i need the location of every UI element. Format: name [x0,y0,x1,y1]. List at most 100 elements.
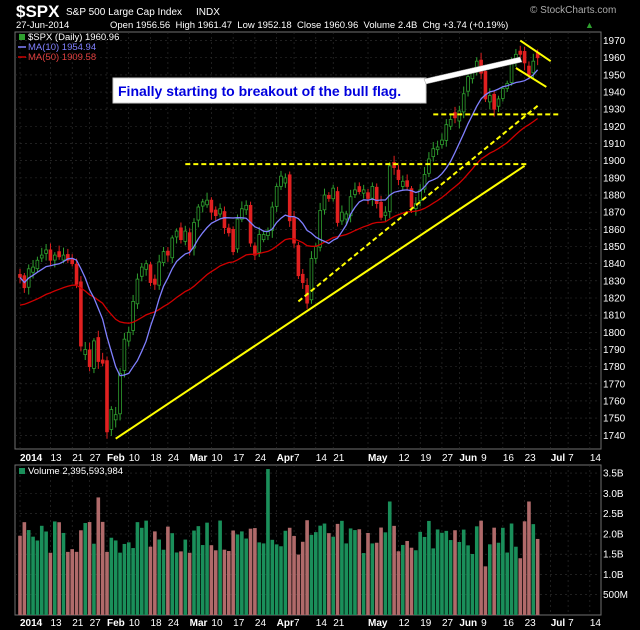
candle-body [118,373,122,415]
volume-bar [514,546,518,615]
price-x-axis: 2014 13 21 27 Feb 10 18 24 Mar 10 17 24 Apr 7 14 21 May 1… [20,453,601,464]
candle-body [200,201,205,207]
volume-x-tick: Jun [459,618,477,629]
price-y-tick: 1830 [603,276,626,287]
price-y-axis: 1740 1750 1760 1770 1780 1790 1800 1810 1820 1830… [603,36,626,442]
candle-body [283,177,288,184]
volume-bar [335,523,340,615]
price-y-tick: 1870 [603,208,626,219]
price-y-tick: 1810 [603,311,626,322]
volume-bar [66,551,70,615]
exchange-label: INDX [196,7,220,18]
annotation-pointer [423,56,523,85]
candle-body [279,175,283,187]
candle-body [313,246,318,259]
price-x-tick: 18 [151,453,163,464]
price-y-tick: 1900 [603,156,626,167]
price-x-tick: 19 [420,453,432,464]
candle-body [501,88,505,99]
price-y-tick: 1880 [603,191,626,202]
candle-body [335,191,340,223]
candle-body [383,211,388,216]
candle-body [287,174,292,222]
volume-bar [109,537,114,615]
volume-bar [331,536,335,615]
volume-bar [300,541,305,615]
candle-body [209,199,214,213]
candle-body [44,249,48,254]
price-x-tick: 21 [333,453,345,464]
volume-bar [318,525,322,615]
price-x-tick: 10 [129,453,141,464]
candle-body [344,213,349,220]
volume-bar [148,546,153,615]
moving-averages [19,69,539,377]
candle-body [361,189,366,194]
chart-date: 27-Jun-2014 [16,20,69,31]
price-x-tick: 7 [294,453,300,464]
volume-x-tick: 10 [129,618,141,629]
candle-body [527,65,531,76]
volume-x-tick: Apr [277,618,294,629]
volume-x-axis: 2014 13 21 27 Feb 10 18 24 Mar 10 17 24 Apr 7 14 21 May 1… [20,618,601,629]
candle-body [166,250,170,256]
volume-bar [140,527,144,615]
price-y-tick: 1860 [603,225,626,236]
price-x-tick: 2014 [20,453,43,464]
volume-bar [461,529,466,615]
price-y-tick: 1780 [603,362,626,373]
trendlines [115,39,560,440]
bull-flag-upper-line [519,39,552,63]
candle-body [226,227,231,234]
price-y-tick: 1800 [603,328,626,339]
candle-body [374,186,379,205]
volume-bar [218,520,222,615]
volume-bar [518,558,523,615]
candle-body [431,148,436,158]
volume-bar [470,553,475,615]
candle-body [105,360,109,433]
volume-bar [83,523,88,615]
volume-bar [522,521,527,615]
volume-bar [26,530,31,615]
candle-body [135,278,140,305]
volume-bar [418,531,422,615]
volume-bar [192,530,196,615]
price-y-tick: 1970 [603,36,626,47]
volume-bar [118,552,122,615]
price-x-tick: 23 [525,453,537,464]
candle-body [35,259,40,270]
volume-bar [496,542,501,615]
candle-body [414,203,418,210]
volume-x-tick: 21 [72,618,84,629]
volume-bar [174,552,179,615]
volume-bar [479,520,483,615]
candle-body [240,208,244,220]
volume-bar [322,523,327,615]
volume-x-tick: 18 [151,618,163,629]
candle-body [522,51,527,64]
candle-body [370,186,375,199]
volume-bar [457,542,462,615]
volume-bar [387,501,392,615]
volume-bar [227,551,231,615]
volume-bar [374,542,379,615]
candle-body [148,264,153,283]
volume-x-tick: 21 [333,618,345,629]
candle-body [327,194,331,199]
price-y-tick: 1850 [603,242,626,253]
volume-bar [31,536,35,615]
volume-bar [366,532,370,615]
price-x-tick: 12 [398,453,410,464]
bull-flag-lower-line [515,67,547,88]
volume-bar [370,543,375,615]
volume-bar [505,552,509,615]
volume-y-tick: 1.0B [603,570,624,581]
volume-bar [287,527,292,615]
price-y-tick: 1790 [603,345,626,356]
volume-bar [327,533,331,615]
candle-body [422,174,427,190]
candle-body [366,192,370,199]
candle-body [196,206,201,221]
